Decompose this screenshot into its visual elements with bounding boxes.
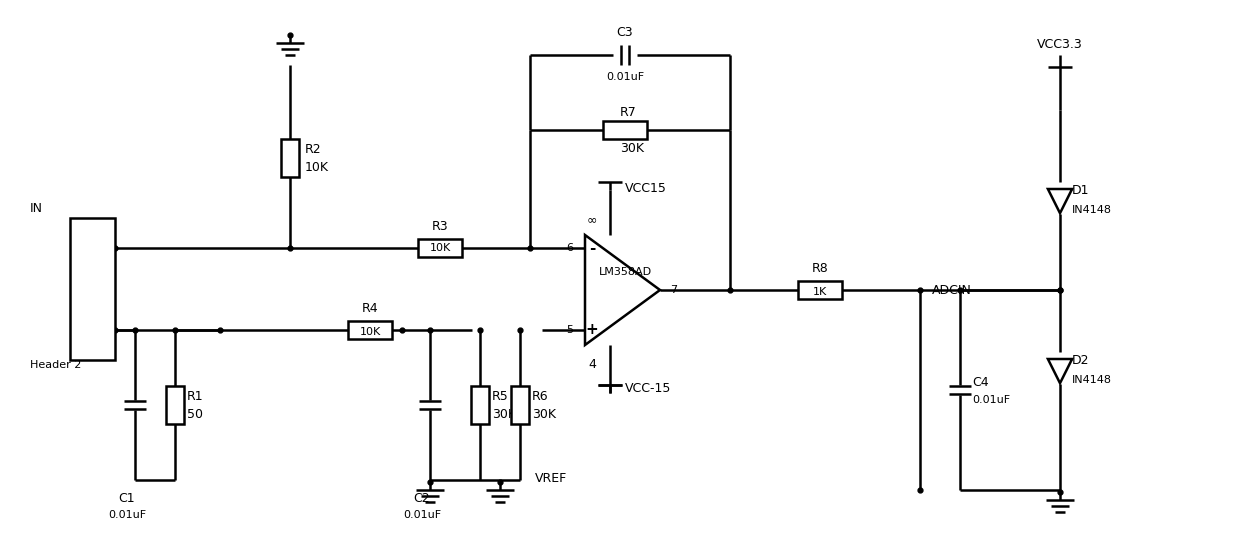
Text: 10K: 10K [305, 161, 329, 174]
Text: 0.01uF: 0.01uF [972, 395, 1011, 405]
Bar [799, 281, 842, 299]
Text: 30K: 30K [492, 408, 516, 422]
Bar [281, 138, 299, 176]
Text: ADCIN: ADCIN [932, 284, 972, 296]
Text: C2: C2 [414, 491, 430, 505]
Text: R4: R4 [362, 301, 378, 315]
Text: 0.01uF: 0.01uF [606, 72, 644, 82]
Text: R8: R8 [812, 262, 828, 274]
Text: 0.01uF: 0.01uF [108, 510, 146, 520]
Text: 30K: 30K [620, 142, 644, 154]
Bar [603, 121, 647, 139]
Text: VCC3.3: VCC3.3 [1037, 39, 1083, 51]
Text: LM358AD: LM358AD [599, 267, 651, 277]
Text: 0.01uF: 0.01uF [403, 510, 441, 520]
Bar [511, 386, 529, 424]
Text: 10K: 10K [360, 327, 381, 337]
Text: 5: 5 [565, 325, 573, 335]
Bar [166, 386, 184, 424]
Text: 1: 1 [72, 235, 79, 245]
Text: R1: R1 [187, 391, 203, 403]
Text: R3: R3 [432, 219, 449, 233]
Text: R5: R5 [492, 391, 508, 403]
Text: 30K: 30K [532, 408, 556, 422]
Text: 4: 4 [588, 359, 596, 371]
Text: C3: C3 [616, 26, 634, 40]
Bar [471, 386, 489, 424]
Text: 10K: 10K [429, 243, 450, 253]
Text: VCC-15: VCC-15 [625, 382, 671, 396]
Text: 2: 2 [72, 317, 79, 327]
Text: R6: R6 [532, 391, 548, 403]
Text: VREF: VREF [534, 472, 567, 484]
Text: D1: D1 [1073, 183, 1090, 197]
Text: VCC15: VCC15 [625, 181, 667, 195]
Text: Header 2: Header 2 [30, 360, 82, 370]
Text: IN4148: IN4148 [1073, 375, 1112, 385]
Polygon shape [1048, 189, 1073, 213]
Text: R2: R2 [305, 143, 321, 156]
Text: R7: R7 [620, 105, 637, 118]
Text: -: - [589, 240, 595, 256]
Polygon shape [585, 235, 660, 345]
Text: C1: C1 [119, 491, 135, 505]
Text: +: + [585, 322, 599, 338]
Text: 1K: 1K [813, 287, 827, 297]
Bar [69, 218, 115, 360]
Bar [348, 321, 392, 339]
Bar [418, 239, 463, 257]
Text: IN4148: IN4148 [1073, 205, 1112, 215]
Text: 6: 6 [565, 243, 573, 253]
Text: 50: 50 [187, 408, 203, 422]
Text: ∞: ∞ [587, 213, 598, 226]
Polygon shape [1048, 359, 1073, 383]
Text: 7: 7 [670, 285, 677, 295]
Text: IN: IN [30, 202, 43, 214]
Text: C4: C4 [972, 375, 988, 388]
Text: D2: D2 [1073, 354, 1090, 366]
